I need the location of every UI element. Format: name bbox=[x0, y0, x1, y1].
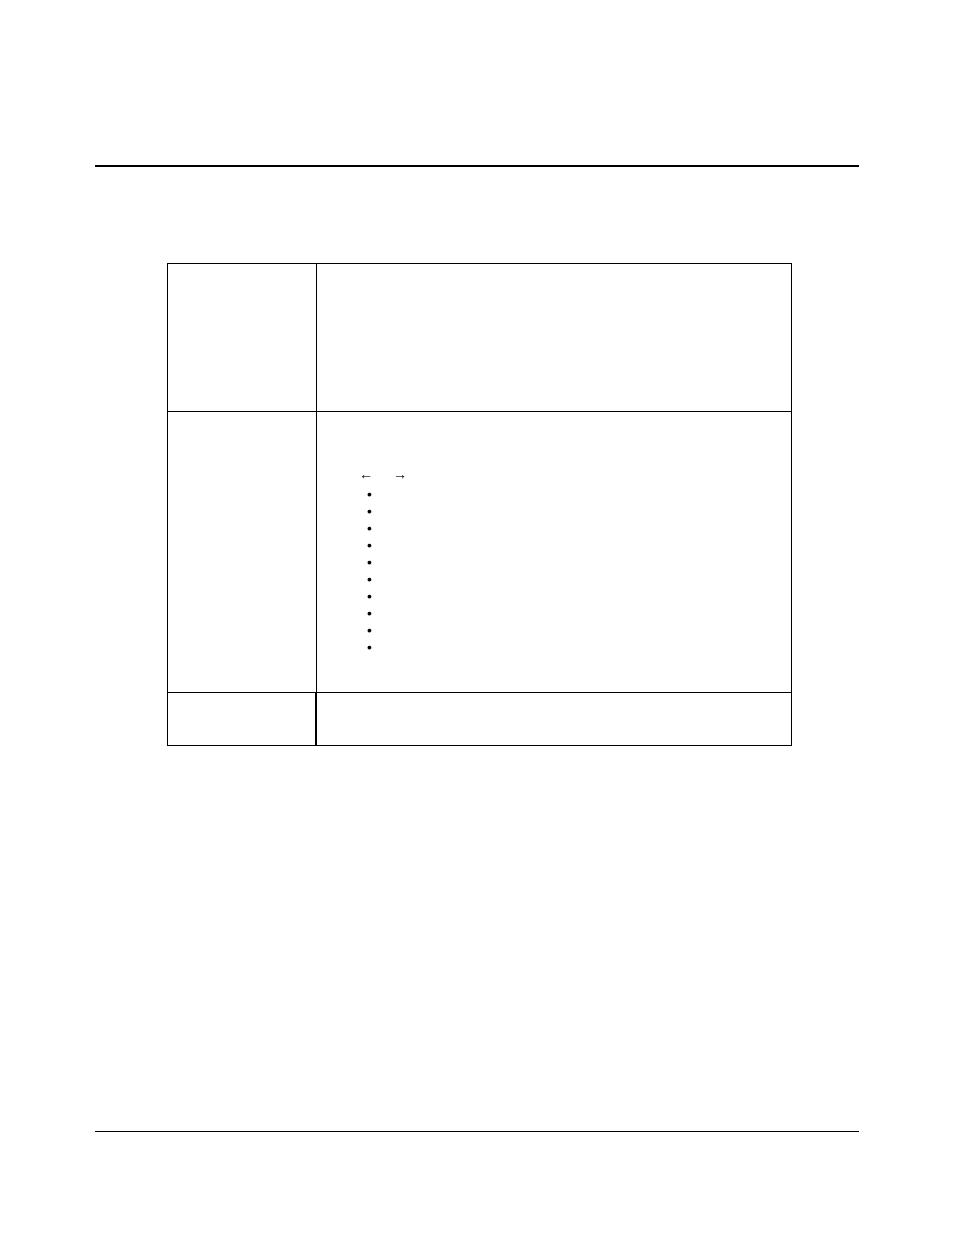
cell-right: ←→ bbox=[317, 412, 791, 692]
list-item bbox=[367, 588, 777, 605]
list-item bbox=[367, 486, 777, 503]
table-row bbox=[168, 264, 791, 412]
cell-right bbox=[317, 264, 791, 411]
table-row: ←→ bbox=[168, 412, 791, 693]
list-item bbox=[367, 571, 777, 588]
list-item bbox=[367, 520, 777, 537]
arrow-left-icon: ← bbox=[359, 466, 373, 482]
page-header bbox=[95, 131, 859, 167]
table-row bbox=[168, 693, 791, 745]
page-footer bbox=[95, 1131, 859, 1155]
arrow-pair: ←→ bbox=[359, 466, 777, 482]
list-item bbox=[367, 537, 777, 554]
cell-left bbox=[168, 693, 317, 745]
list-item bbox=[367, 605, 777, 622]
header-title bbox=[95, 131, 859, 137]
arrow-right-icon: → bbox=[393, 466, 407, 482]
list-item bbox=[367, 622, 777, 639]
cell-right bbox=[317, 693, 791, 745]
main-table: ←→ bbox=[167, 263, 792, 746]
cell-left bbox=[168, 264, 317, 411]
bullet-list bbox=[367, 486, 777, 656]
list-item bbox=[367, 503, 777, 520]
list-item bbox=[367, 639, 777, 656]
list-item bbox=[367, 554, 777, 571]
cell-left bbox=[168, 412, 317, 692]
